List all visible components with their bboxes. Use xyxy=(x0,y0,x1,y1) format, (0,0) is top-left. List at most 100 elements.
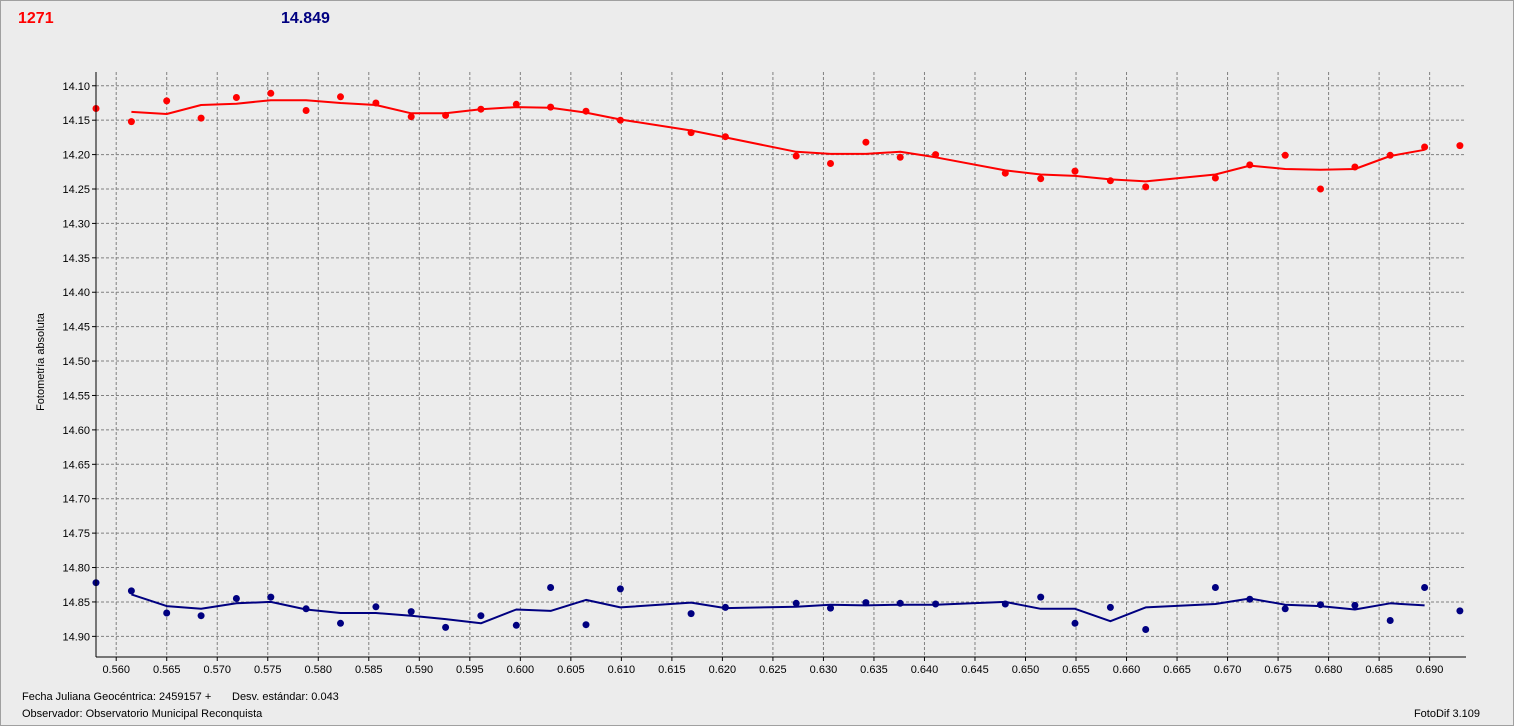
target-data-point xyxy=(1106,177,1114,185)
y-tick-label: 14.90 xyxy=(62,631,90,643)
y-tick-label: 14.45 xyxy=(62,322,90,334)
x-tick-label: 0.570 xyxy=(203,664,231,676)
target-data-point xyxy=(582,107,590,115)
x-tick-label: 0.565 xyxy=(153,664,181,676)
target-data-point xyxy=(512,100,520,108)
x-tick-label: 0.610 xyxy=(608,664,636,676)
target-data-point xyxy=(721,133,729,141)
comparison-data-point xyxy=(372,603,380,611)
y-tick-label: 14.60 xyxy=(62,425,90,437)
target-data-point xyxy=(1351,163,1359,171)
x-tick-label: 0.615 xyxy=(658,664,686,676)
comparison-data-point xyxy=(127,587,135,595)
target-data-point xyxy=(862,138,870,146)
comparison-data-point xyxy=(1421,584,1429,591)
target-data-point xyxy=(1142,183,1150,191)
target-data-point xyxy=(896,153,904,161)
target-data-point xyxy=(1281,151,1289,159)
y-tick-label: 14.75 xyxy=(62,528,90,540)
comparison-data-point xyxy=(1281,605,1289,613)
comparison-data-point xyxy=(1211,584,1219,591)
target-data-point xyxy=(337,93,344,101)
y-axis-label: Fotometría absoluta xyxy=(35,313,47,411)
target-data-point xyxy=(1211,174,1219,182)
comparison-data-point xyxy=(197,612,205,620)
target-data-point xyxy=(302,107,310,114)
target-data-point xyxy=(1317,185,1324,193)
y-tick-label: 14.70 xyxy=(62,494,90,506)
target-data-point xyxy=(477,105,485,113)
target-data-point xyxy=(407,113,415,121)
x-tick-label: 0.585 xyxy=(355,664,383,676)
target-data-point xyxy=(1071,167,1079,175)
comparison-data-point xyxy=(1142,626,1150,633)
target-data-point xyxy=(1456,142,1464,150)
comparison-data-point xyxy=(932,600,940,608)
x-tick-label: 0.580 xyxy=(305,664,333,676)
x-tick-label: 0.655 xyxy=(1062,664,1090,676)
axes: 0.560 0.565 0.570 0.575 0.580 0.585 0.590 0.595… xyxy=(62,72,1466,676)
target-data-point xyxy=(1246,161,1254,169)
comparison-data-point xyxy=(721,603,729,611)
comparison-data-point xyxy=(407,608,415,616)
x-tick-label: 0.600 xyxy=(507,664,535,676)
comparison-data-point xyxy=(512,621,520,629)
comparison-data-point xyxy=(1037,593,1045,601)
x-tick-label: 0.625 xyxy=(759,664,787,676)
target-data-point xyxy=(1386,151,1394,159)
x-tick-label: 0.690 xyxy=(1416,664,1444,676)
comparison-data-point xyxy=(547,584,555,591)
comparison-value-label: 14.849 xyxy=(281,10,330,27)
x-tick-label: 0.620 xyxy=(709,664,737,676)
y-tick-label: 14.50 xyxy=(62,356,90,368)
comparison-data-point xyxy=(1456,607,1464,615)
comparison-data-point xyxy=(1351,601,1359,609)
x-tick-label: 0.650 xyxy=(1012,664,1040,676)
x-tick-label: 0.595 xyxy=(456,664,484,676)
x-tick-label: 0.685 xyxy=(1365,664,1393,676)
target-fit-line xyxy=(131,99,1425,183)
comparison-data-point xyxy=(163,609,171,617)
comparison-data-point xyxy=(267,593,275,601)
comparison-data-point xyxy=(896,599,904,607)
target-value-label: 1271 xyxy=(18,10,54,27)
x-tick-label: 0.645 xyxy=(961,664,989,676)
observer-label: Observador: Observatorio Municipal Recon… xyxy=(22,708,263,720)
x-tick-label: 0.640 xyxy=(911,664,939,676)
y-tick-label: 14.65 xyxy=(62,459,90,471)
target-data-point xyxy=(792,152,800,160)
y-tick-label: 14.55 xyxy=(62,390,90,402)
target-data-point xyxy=(197,114,205,122)
version-label: FotoDif 3.109 xyxy=(1413,708,1480,720)
y-tick-label: 14.20 xyxy=(62,150,90,162)
target-data-point xyxy=(372,99,380,107)
x-tick-label: 0.630 xyxy=(810,664,838,676)
target-data-point xyxy=(127,118,135,126)
comparison-data-point xyxy=(687,610,695,618)
comparison-data-point xyxy=(1246,595,1254,603)
x-tick-label: 0.605 xyxy=(557,664,585,676)
comparison-data-point xyxy=(862,599,870,607)
target-data-point xyxy=(232,94,240,101)
x-tick-label: 0.590 xyxy=(406,664,434,676)
comparison-data-point xyxy=(1317,601,1324,609)
comparison-data-point xyxy=(827,604,834,612)
target-data-point xyxy=(442,111,450,119)
comparison-data-point xyxy=(1386,617,1394,624)
target-data-point xyxy=(687,129,695,137)
target-data-point xyxy=(932,151,940,159)
comparison-data-point xyxy=(1071,619,1079,627)
target-data-point xyxy=(547,103,555,111)
comparison-data-point xyxy=(302,605,310,613)
comparison-data-point xyxy=(442,623,450,631)
y-tick-label: 14.35 xyxy=(62,253,90,265)
y-tick-label: 14.15 xyxy=(62,115,90,127)
x-tick-label: 0.670 xyxy=(1214,664,1242,676)
x-tick-label: 0.675 xyxy=(1264,664,1292,676)
y-tick-label: 14.30 xyxy=(62,218,90,230)
std-dev-label: Desv. estándar: 0.043 xyxy=(232,691,339,703)
target-data-point xyxy=(1037,175,1045,183)
x-tick-label: 0.635 xyxy=(860,664,888,676)
x-tick-label: 0.560 xyxy=(102,664,130,676)
